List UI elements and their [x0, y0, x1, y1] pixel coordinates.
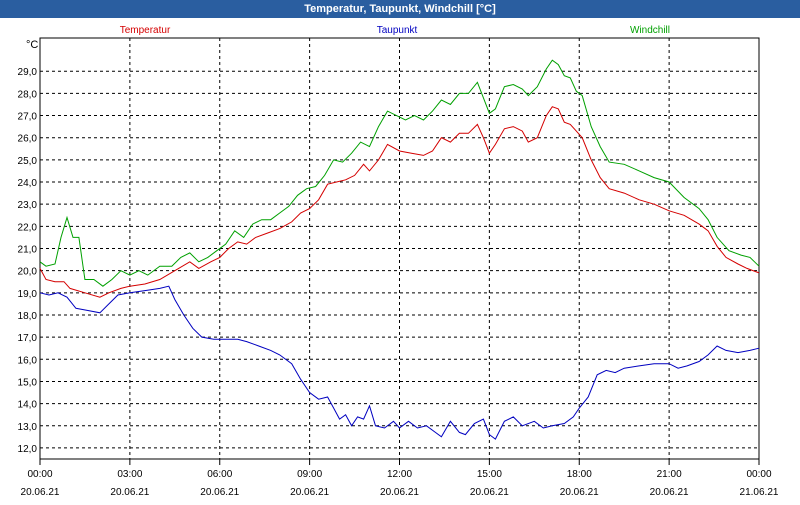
y-axis: 12,0 13,0 14,0 15,0 16,0 17,0 18,0 19,0 20,0 21,0… — [18, 67, 38, 455]
x-axis: 00:00 20.06.21 03:00 20.06.21 06:00 20.06.21 0… — [21, 459, 779, 498]
y-tick-label: 25,0 — [18, 156, 38, 167]
chart-title: Temperatur, Taupunkt, Windchill [°C] — [0, 0, 800, 18]
y-tick-label: 17,0 — [18, 333, 38, 344]
y-tick-label: 23,0 — [18, 200, 38, 211]
x-tick-date: 20.06.21 — [21, 487, 60, 498]
x-tick-date: 20.06.21 — [290, 487, 329, 498]
y-tick-label: 13,0 — [18, 422, 38, 433]
y-axis-label: °C — [26, 39, 38, 51]
x-tick-time: 00:00 — [746, 469, 771, 480]
x-tick-date: 21.06.21 — [740, 487, 779, 498]
x-tick-time: 12:00 — [387, 469, 412, 480]
y-tick-label: 15,0 — [18, 377, 38, 388]
x-tick-time: 15:00 — [477, 469, 502, 480]
x-tick-date: 20.06.21 — [110, 487, 149, 498]
x-tick-time: 18:00 — [567, 469, 592, 480]
y-tick-label: 26,0 — [18, 134, 38, 145]
y-tick-label: 24,0 — [18, 178, 38, 189]
x-tick-time: 00:00 — [27, 469, 52, 480]
y-tick-label: 12,0 — [18, 444, 38, 455]
y-tick-label: 28,0 — [18, 89, 38, 100]
series-line-temperatur — [39, 106, 760, 298]
series-line-windchill — [39, 59, 760, 287]
legend: Temperatur Taupunkt Windchill — [120, 25, 670, 36]
series-lines — [39, 59, 760, 440]
legend-item-temperatur: Temperatur — [120, 25, 171, 36]
x-tick-date: 20.06.21 — [650, 487, 689, 498]
y-tick-label: 19,0 — [18, 289, 38, 300]
y-tick-label: 22,0 — [18, 222, 38, 233]
legend-item-taupunkt: Taupunkt — [377, 25, 418, 36]
y-tick-label: 27,0 — [18, 112, 38, 123]
x-tick-date: 20.06.21 — [470, 487, 509, 498]
y-tick-label: 14,0 — [18, 400, 38, 411]
y-tick-label: 21,0 — [18, 245, 38, 256]
x-tick-date: 20.06.21 — [380, 487, 419, 498]
y-tick-label: 18,0 — [18, 311, 38, 322]
x-tick-date: 20.06.21 — [560, 487, 599, 498]
grid — [40, 38, 759, 459]
y-tick-label: 20,0 — [18, 267, 38, 278]
legend-item-windchill: Windchill — [630, 25, 670, 36]
line-chart: Temperatur Taupunkt Windchill °C 12,013,01… — [18, 25, 779, 498]
chart-area: Temperatur Taupunkt Windchill °C 12,0 13,0 1… — [0, 18, 800, 500]
x-tick-time: 21:00 — [657, 469, 682, 480]
x-tick-time: 03:00 — [117, 469, 142, 480]
x-tick-time: 09:00 — [297, 469, 322, 480]
y-tick-label: 16,0 — [18, 355, 38, 366]
x-tick-time: 06:00 — [207, 469, 232, 480]
x-tick-date: 20.06.21 — [200, 487, 239, 498]
y-tick-label: 29,0 — [18, 67, 38, 78]
series-line-taupunkt — [39, 285, 760, 440]
